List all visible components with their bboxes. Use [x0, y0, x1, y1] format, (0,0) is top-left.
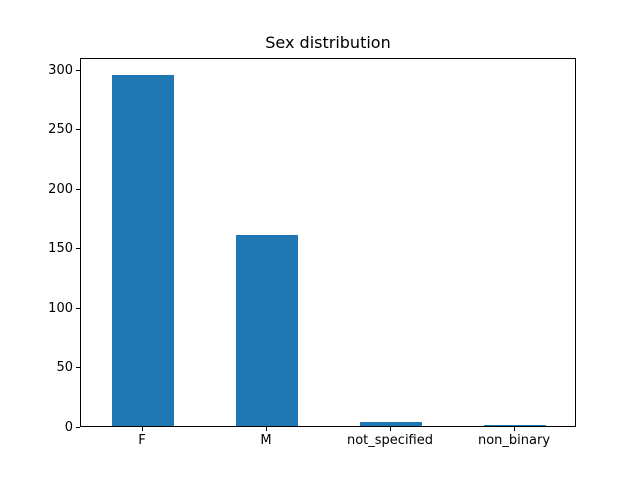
bar-not_specified — [360, 422, 422, 426]
x-tick-label-F: F — [138, 433, 146, 448]
y-tick-label: 100 — [48, 301, 73, 316]
y-tick-mark — [76, 248, 80, 249]
y-tick-mark — [76, 367, 80, 368]
y-tick-mark — [76, 308, 80, 309]
bar-non_binary — [484, 425, 546, 426]
x-tick-mark — [266, 427, 267, 431]
y-tick-label: 200 — [48, 182, 73, 197]
y-tick-mark — [76, 427, 80, 428]
x-tick-label-not_specified: not_specified — [346, 433, 433, 448]
y-tick-label: 150 — [48, 241, 73, 256]
bar-M — [236, 235, 298, 426]
y-tick-label: 300 — [48, 63, 73, 78]
x-tick-mark — [390, 427, 391, 431]
bar-F — [112, 75, 174, 426]
chart-title: Sex distribution — [265, 33, 391, 52]
y-tick-mark — [76, 189, 80, 190]
y-tick-mark — [76, 129, 80, 130]
x-tick-label-M: M — [260, 433, 272, 448]
y-tick-mark — [76, 70, 80, 71]
x-tick-mark — [514, 427, 515, 431]
x-tick-label-non_binary: non_binary — [477, 433, 551, 448]
y-tick-label: 50 — [56, 360, 73, 375]
x-tick-mark — [142, 427, 143, 431]
y-tick-label: 0 — [64, 420, 73, 435]
plot-area — [80, 58, 576, 427]
y-tick-label: 250 — [48, 122, 73, 137]
